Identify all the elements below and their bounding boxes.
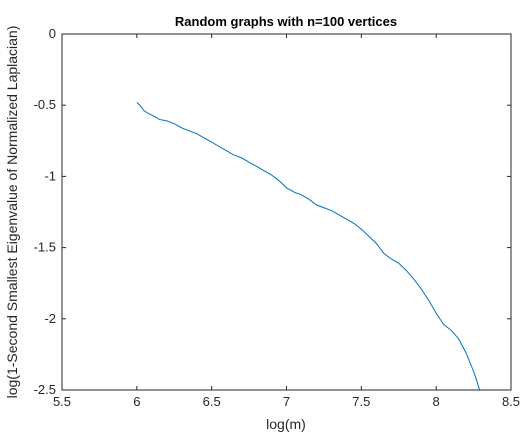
series-layer: [136, 101, 481, 391]
x-tick-label: 6.5: [203, 394, 221, 409]
x-tick-label: 7.5: [352, 394, 370, 409]
x-tick-label: 5.5: [53, 394, 71, 409]
plot-area: [61, 33, 512, 391]
y-tick-label: -2.5: [34, 382, 56, 397]
x-tick-label: 8.5: [502, 394, 520, 409]
y-tick-label: -1.5: [34, 240, 56, 255]
y-tick-label: -0.5: [34, 97, 56, 112]
y-tick-label: 0: [49, 26, 56, 41]
x-tick-label: 6: [133, 394, 140, 409]
y-tick-label: -2: [44, 311, 56, 326]
series-line-0: [136, 101, 481, 391]
y-tick-label: -1: [44, 168, 56, 183]
x-tick-label: 8: [433, 394, 440, 409]
x-axis-ticks: 5.5 6 6.5 7 7.5 8 8.5: [53, 34, 520, 409]
y-axis-ticks: -2.5 -2 -1.5 -1 -0.5 0: [34, 26, 511, 397]
y-axis-label: log(1-Second Smallest Eigenvalue of Norm…: [4, 26, 20, 399]
x-axis-label: log(m): [266, 416, 306, 432]
chart-title: Random graphs with n=100 vertices: [175, 14, 397, 29]
x-tick-label: 7: [283, 394, 290, 409]
